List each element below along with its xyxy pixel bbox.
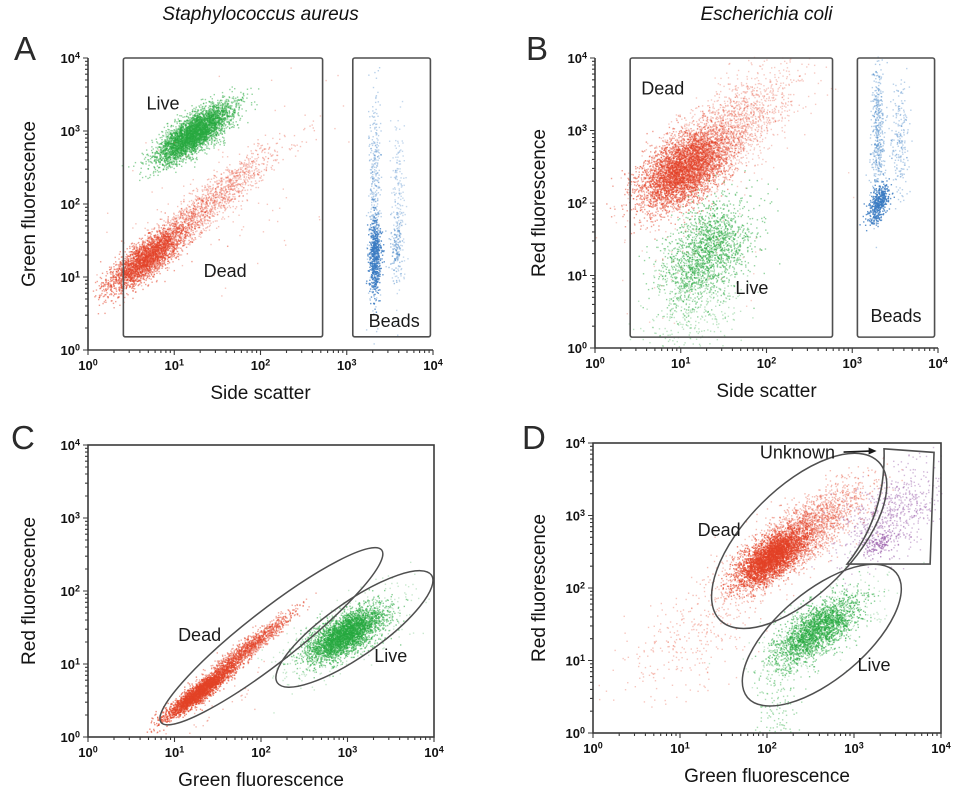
panel-b-letter: B [526, 30, 549, 67]
panel-a: 100 101 102 103 104 100 101 102 103 104 Live Dead Be… [0, 0, 485, 404]
panel-a-title: Staphylococcus aureus [162, 4, 359, 25]
panel-b: 100 101 102 103 104 100 101 102 103 104 Dead Live Be… [485, 0, 969, 402]
panel-c-letter: C [11, 419, 35, 456]
panel-c: 100 101 102 103 104 100 101 102 103 104 Dead Live C… [0, 400, 485, 807]
panel-b-scatter-canvas [485, 0, 969, 400]
panel-c-scatter-canvas [0, 400, 485, 807]
panel-d: 100 101 102 103 104 100 101 102 103 104 Dead Live Un… [485, 400, 969, 807]
panel-b-title: Escherichia coli [700, 4, 833, 25]
panel-a-scatter-canvas [0, 0, 485, 400]
panel-d-scatter-canvas [485, 400, 969, 807]
panel-d-x-axis-label: Green fluorescence [684, 766, 850, 787]
panel-b-x-axis-label: Side scatter [716, 381, 817, 402]
panel-c-x-axis-label: Green fluorescence [178, 770, 344, 791]
panel-b-y-axis-label: Red fluorescence [529, 129, 550, 277]
panel-d-y-axis-label: Red fluorescence [529, 514, 550, 662]
panel-d-letter: D [522, 419, 546, 456]
panel-a-letter: A [14, 30, 37, 67]
panel-a-x-axis-label: Side scatter [210, 383, 311, 404]
panel-a-y-axis-label: Green fluorescence [19, 121, 40, 287]
panel-c-y-axis-label: Red fluorescence [19, 517, 40, 665]
